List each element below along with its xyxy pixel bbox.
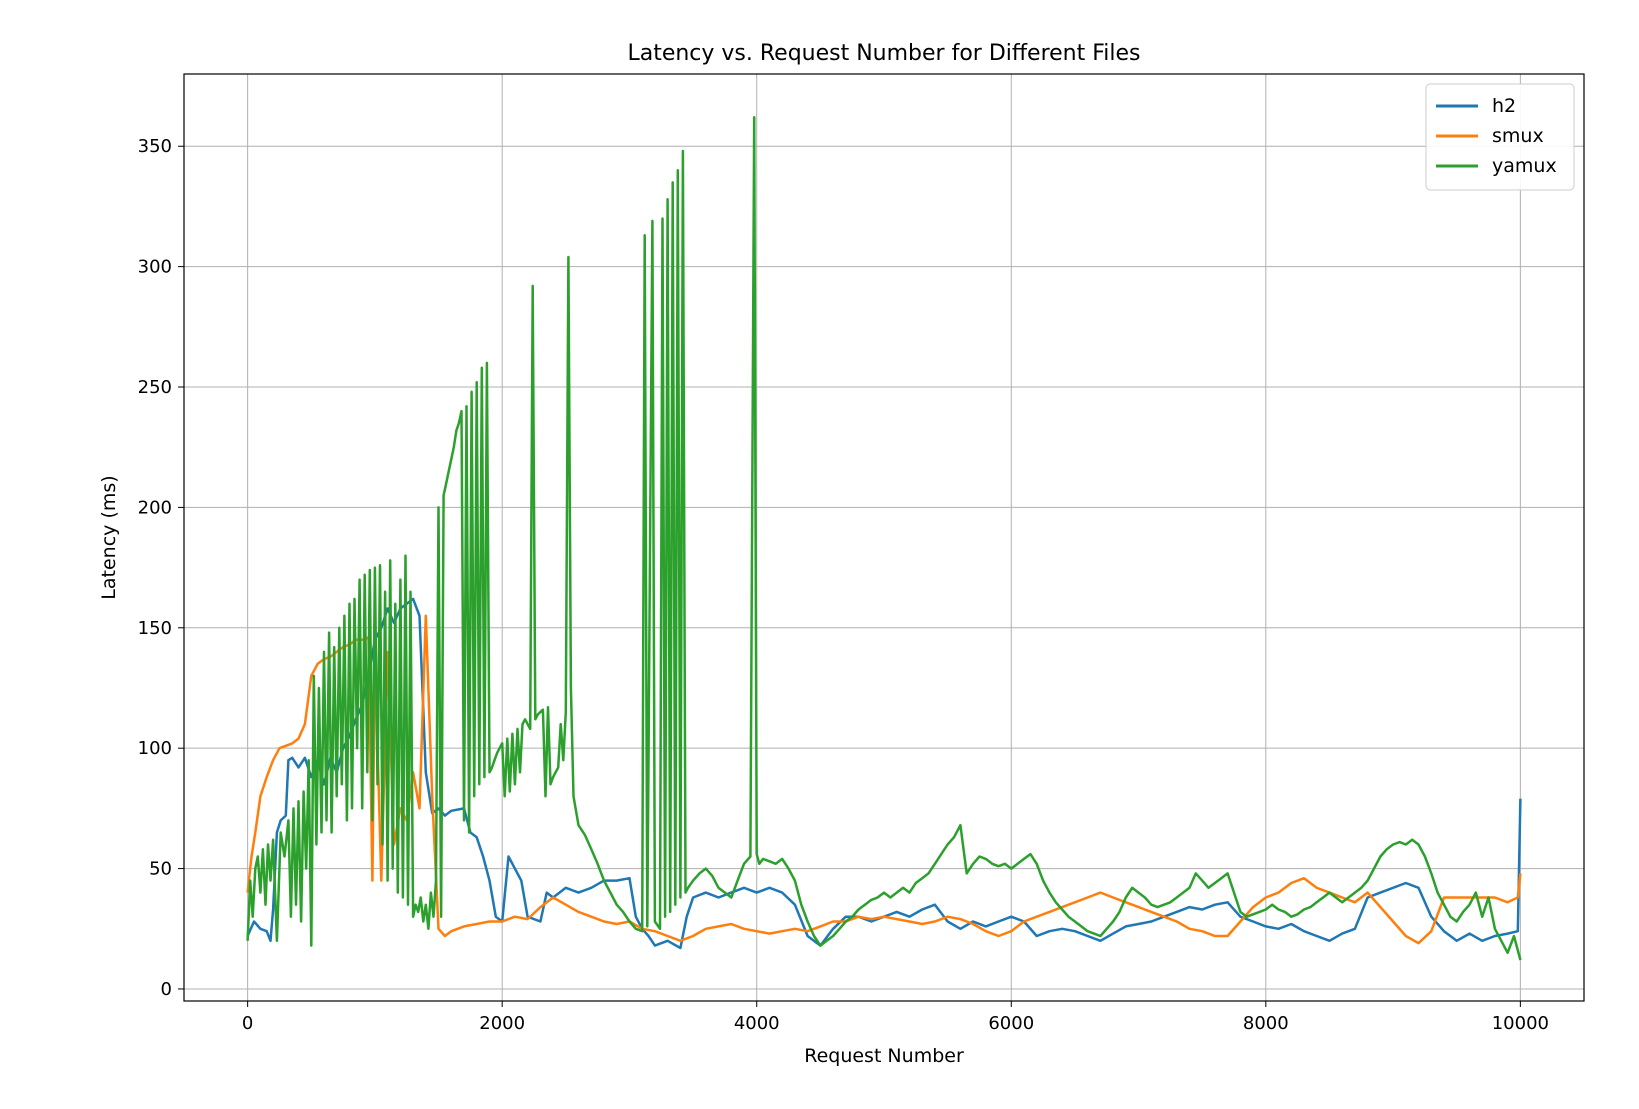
x-tick-label: 0: [242, 1013, 253, 1034]
series-line-smux: [246, 614, 1522, 945]
y-tick-label: 250: [138, 377, 172, 398]
x-tick-label: 8000: [1243, 1013, 1289, 1034]
legend-box: [1425, 83, 1575, 191]
axes-frame: [183, 73, 1585, 1002]
y-tick-label: 150: [138, 618, 172, 639]
series-line-yamux: [246, 116, 1522, 961]
y-tick-label: 200: [138, 497, 172, 518]
chart-title: Latency vs. Request Number for Different…: [627, 41, 1140, 66]
series-lines: [246, 116, 1522, 961]
y-tick-label: 100: [138, 738, 172, 759]
x-axis-label: Request Number: [804, 1045, 964, 1067]
y-axis-label: Latency (ms): [98, 475, 120, 599]
y-tick-label: 0: [161, 979, 172, 1000]
y-tick-label: 300: [138, 257, 172, 278]
legend-label-smux: smux: [1492, 125, 1544, 147]
axis-ticks: 0 2000 4000 6000 8000 10000 0 50 100 150 200 250 300…: [138, 136, 1549, 1034]
x-tick-label: 2000: [479, 1013, 525, 1034]
x-tick-label: 4000: [734, 1013, 780, 1034]
x-tick-label: 10000: [1492, 1013, 1549, 1034]
y-tick-label: 350: [138, 136, 172, 157]
grid-lines: [184, 74, 1584, 1001]
legend-label-yamux: yamux: [1492, 155, 1557, 177]
y-tick-label: 50: [149, 859, 172, 880]
legend-label-h2: h2: [1492, 95, 1516, 117]
x-tick-label: 6000: [988, 1013, 1034, 1034]
legend: h2 smux yamux: [1425, 83, 1575, 191]
